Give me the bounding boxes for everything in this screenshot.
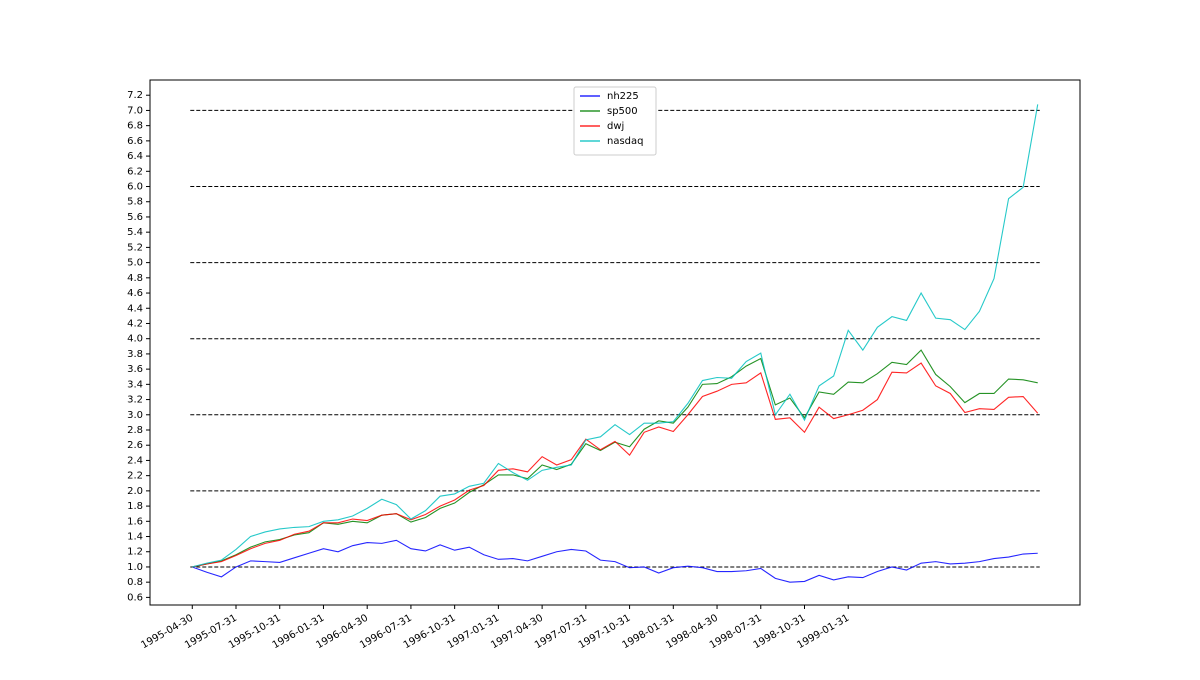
series-line (192, 349, 1038, 568)
y-tick-label: 2.4 (127, 455, 143, 466)
y-tick-label: 4.4 (127, 303, 143, 314)
y-tick-label: 6.0 (127, 182, 143, 193)
y-tick-label: 7.0 (127, 105, 143, 116)
legend-label: dwj (607, 121, 624, 132)
series-line (192, 539, 1038, 583)
y-tick-label: 1.0 (127, 562, 143, 573)
y-tick-label: 3.4 (127, 379, 143, 390)
y-tick-label: 5.6 (127, 212, 143, 223)
plot-frame (149, 79, 1081, 606)
y-tick-label: 4.6 (127, 288, 143, 299)
legend-label: sp500 (607, 106, 638, 117)
y-tick-label: 0.6 (127, 592, 143, 603)
y-tick-label: 5.4 (127, 227, 143, 238)
y-tick-label: 2.2 (127, 471, 143, 482)
y-tick-label: 3.8 (127, 349, 143, 360)
y-tick-label: 1.8 (127, 501, 143, 512)
y-tick-label: 3.6 (127, 364, 143, 375)
y-tick-label: 6.4 (127, 151, 143, 162)
y-tick-label: 1.4 (127, 532, 143, 543)
y-tick-label: 2.0 (127, 486, 143, 497)
y-tick-label: 4.0 (127, 334, 143, 345)
legend-label: nh225 (607, 91, 639, 102)
y-tick-label: 2.8 (127, 425, 143, 436)
legend-label: nasdaq (607, 136, 644, 147)
y-tick-label: 6.6 (127, 136, 143, 147)
y-tick-label: 4.8 (127, 273, 143, 284)
y-tick-label: 0.8 (127, 577, 143, 588)
y-tick-label: 6.8 (127, 121, 143, 132)
series-line (192, 362, 1039, 568)
y-tick-label: 6.2 (127, 166, 143, 177)
y-tick-label: 5.2 (127, 242, 143, 253)
legend: nh225 sp500 dwj nasdaq (573, 86, 657, 156)
y-tick-label: 1.6 (127, 516, 143, 527)
legend-box (573, 86, 657, 156)
series-line (192, 104, 1039, 568)
y-tick-label: 5.8 (127, 197, 143, 208)
y-tick-label: 3.0 (127, 410, 143, 421)
y-tick-label: 4.2 (127, 318, 143, 329)
y-tick-label: 1.2 (127, 547, 143, 558)
y-tick-label: 7.2 (127, 90, 143, 101)
y-tick-label: 3.2 (127, 395, 143, 406)
y-tick-label: 5.0 (127, 258, 143, 269)
y-tick-label: 2.6 (127, 440, 143, 451)
